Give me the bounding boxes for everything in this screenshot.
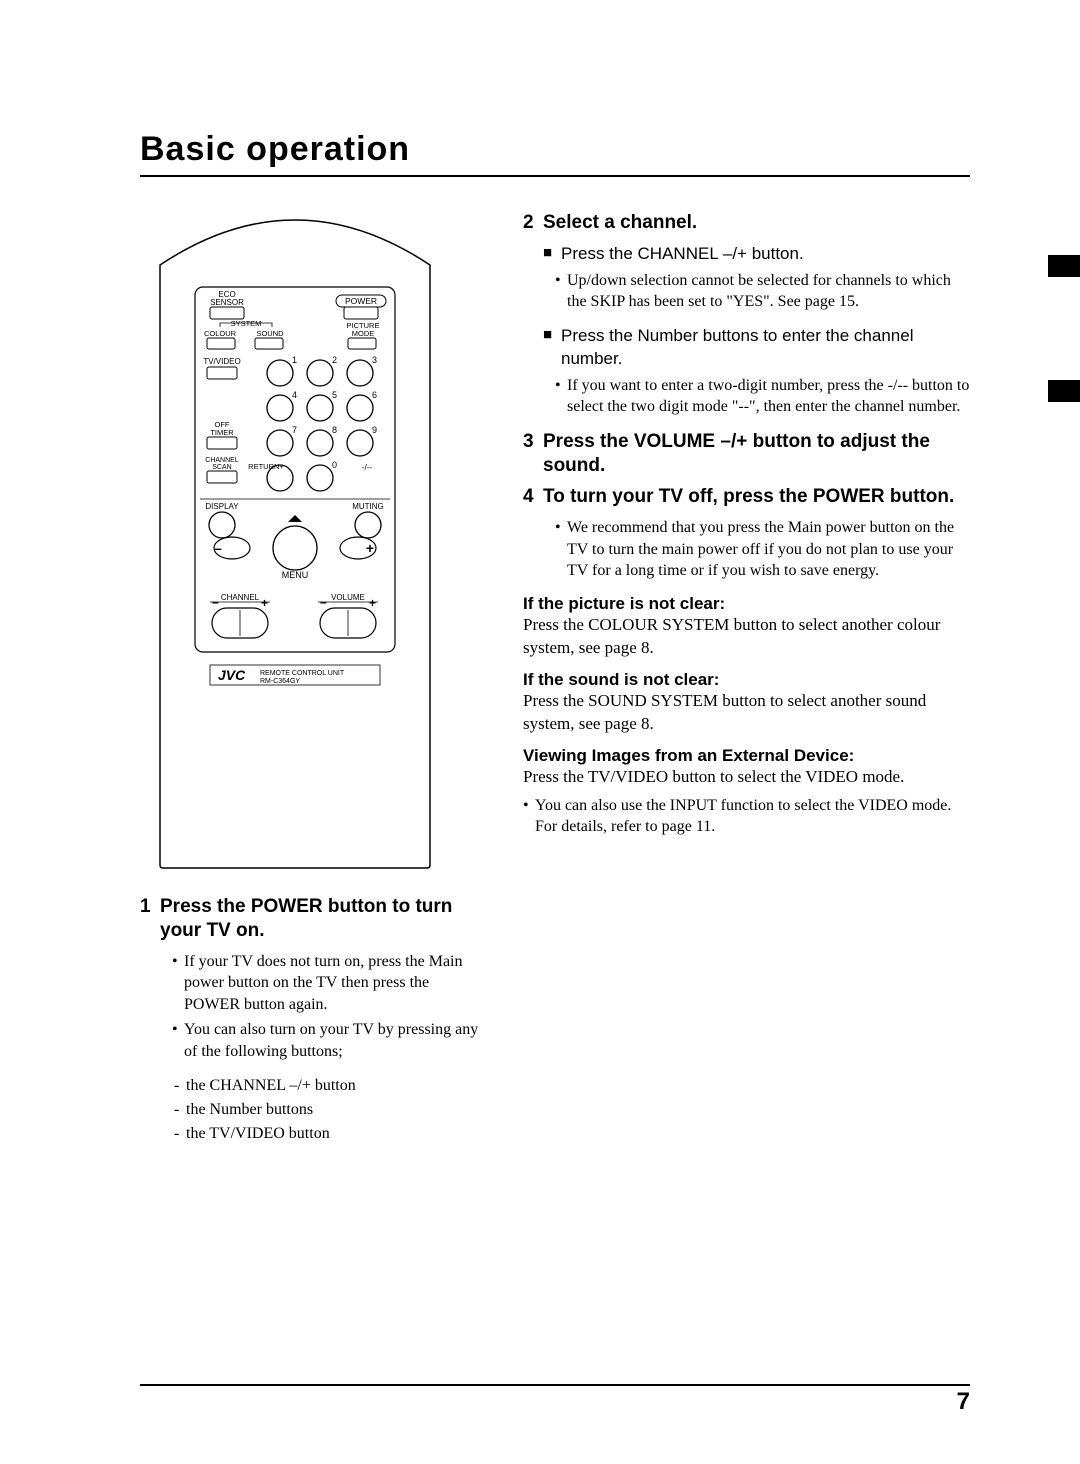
label: DISPLAY [205,502,239,511]
label: TIMER [210,428,234,437]
label: POWER [345,296,377,306]
list-item: the TV/VIDEO button [174,1122,485,1146]
list-item: the Number buttons [174,1098,485,1122]
label: CHANNEL [205,457,239,464]
step-heading: 2 Select a channel. [523,211,970,235]
label: MENU [282,570,309,580]
svg-text:-/--: -/-- [362,463,373,472]
label: SCAN [212,464,231,471]
note-heading: If the picture is not clear: [523,594,970,614]
svg-text:4: 4 [292,390,297,400]
svg-text:9: 9 [372,425,377,435]
list-item: If your TV does not turn on, press the M… [172,951,485,1016]
note-body: Press the TV/VIDEO button to select the … [523,766,970,789]
svg-text:5: 5 [332,390,337,400]
svg-text:–: – [212,595,219,609]
svg-text:–: – [320,595,327,609]
label: RM-C364GY [260,678,300,685]
edge-marker [1048,380,1080,402]
label: VOLUME [331,593,365,602]
page-title: Basic operation [140,130,970,177]
list-item: You can also turn on your TV by pressing… [172,1019,485,1062]
svg-text:0: 0 [332,460,337,470]
note-heading: Viewing Images from an External Device: [523,746,970,766]
step-heading: 1 Press the POWER button to turn your TV… [140,895,485,943]
label: MUTING [352,502,384,511]
list-item: Up/down selection cannot be selected for… [555,270,970,313]
note-body: Press the SOUND SYSTEM button to select … [523,690,970,736]
label: SENSOR [210,298,244,307]
step-heading: 3 Press the VOLUME –/+ button to adjust … [523,430,970,478]
list-item: If you want to enter a two-digit number,… [555,375,970,418]
edge-marker [1048,255,1080,277]
svg-text:2: 2 [332,355,337,365]
label: COLOUR [204,329,237,338]
label: RETURN+ [248,462,284,471]
label: TV/VIDEO [203,357,240,366]
svg-text:8: 8 [332,425,337,435]
svg-text:7: 7 [292,425,297,435]
svg-text:–: – [214,540,222,556]
step-heading: 4 To turn your TV off, press the POWER b… [523,485,970,509]
note-body: Press the COLOUR SYSTEM button to select… [523,614,970,660]
label: REMOTE CONTROL UNIT [260,670,345,677]
left-column: ECO SENSOR POWER SYSTEM COLOUR SOUND PIC… [140,205,485,1156]
label: SYSTEM [231,319,262,328]
right-column: 2 Select a channel. ■Press the CHANNEL –… [523,205,970,1156]
svg-text:+: + [261,596,268,610]
svg-text:+: + [369,596,376,610]
sub-heading: ■Press the CHANNEL –/+ button. [543,243,970,266]
remote-illustration: ECO SENSOR POWER SYSTEM COLOUR SOUND PIC… [140,205,485,875]
label: CHANNEL [221,593,260,602]
svg-text:1: 1 [292,355,297,365]
svg-text:3: 3 [372,355,377,365]
svg-text:+: + [366,540,374,556]
list-item: We recommend that you press the Main pow… [555,517,970,582]
page-number: 7 [140,1384,970,1416]
sub-heading: ■Press the Number buttons to enter the c… [543,325,970,371]
label: MODE [352,329,375,338]
list-item: the CHANNEL –/+ button [174,1074,485,1098]
label: SOUND [256,329,284,338]
brand-logo: JVC [218,667,246,683]
note-heading: If the sound is not clear: [523,670,970,690]
list-item: You can also use the INPUT function to s… [523,795,970,838]
svg-text:6: 6 [372,390,377,400]
